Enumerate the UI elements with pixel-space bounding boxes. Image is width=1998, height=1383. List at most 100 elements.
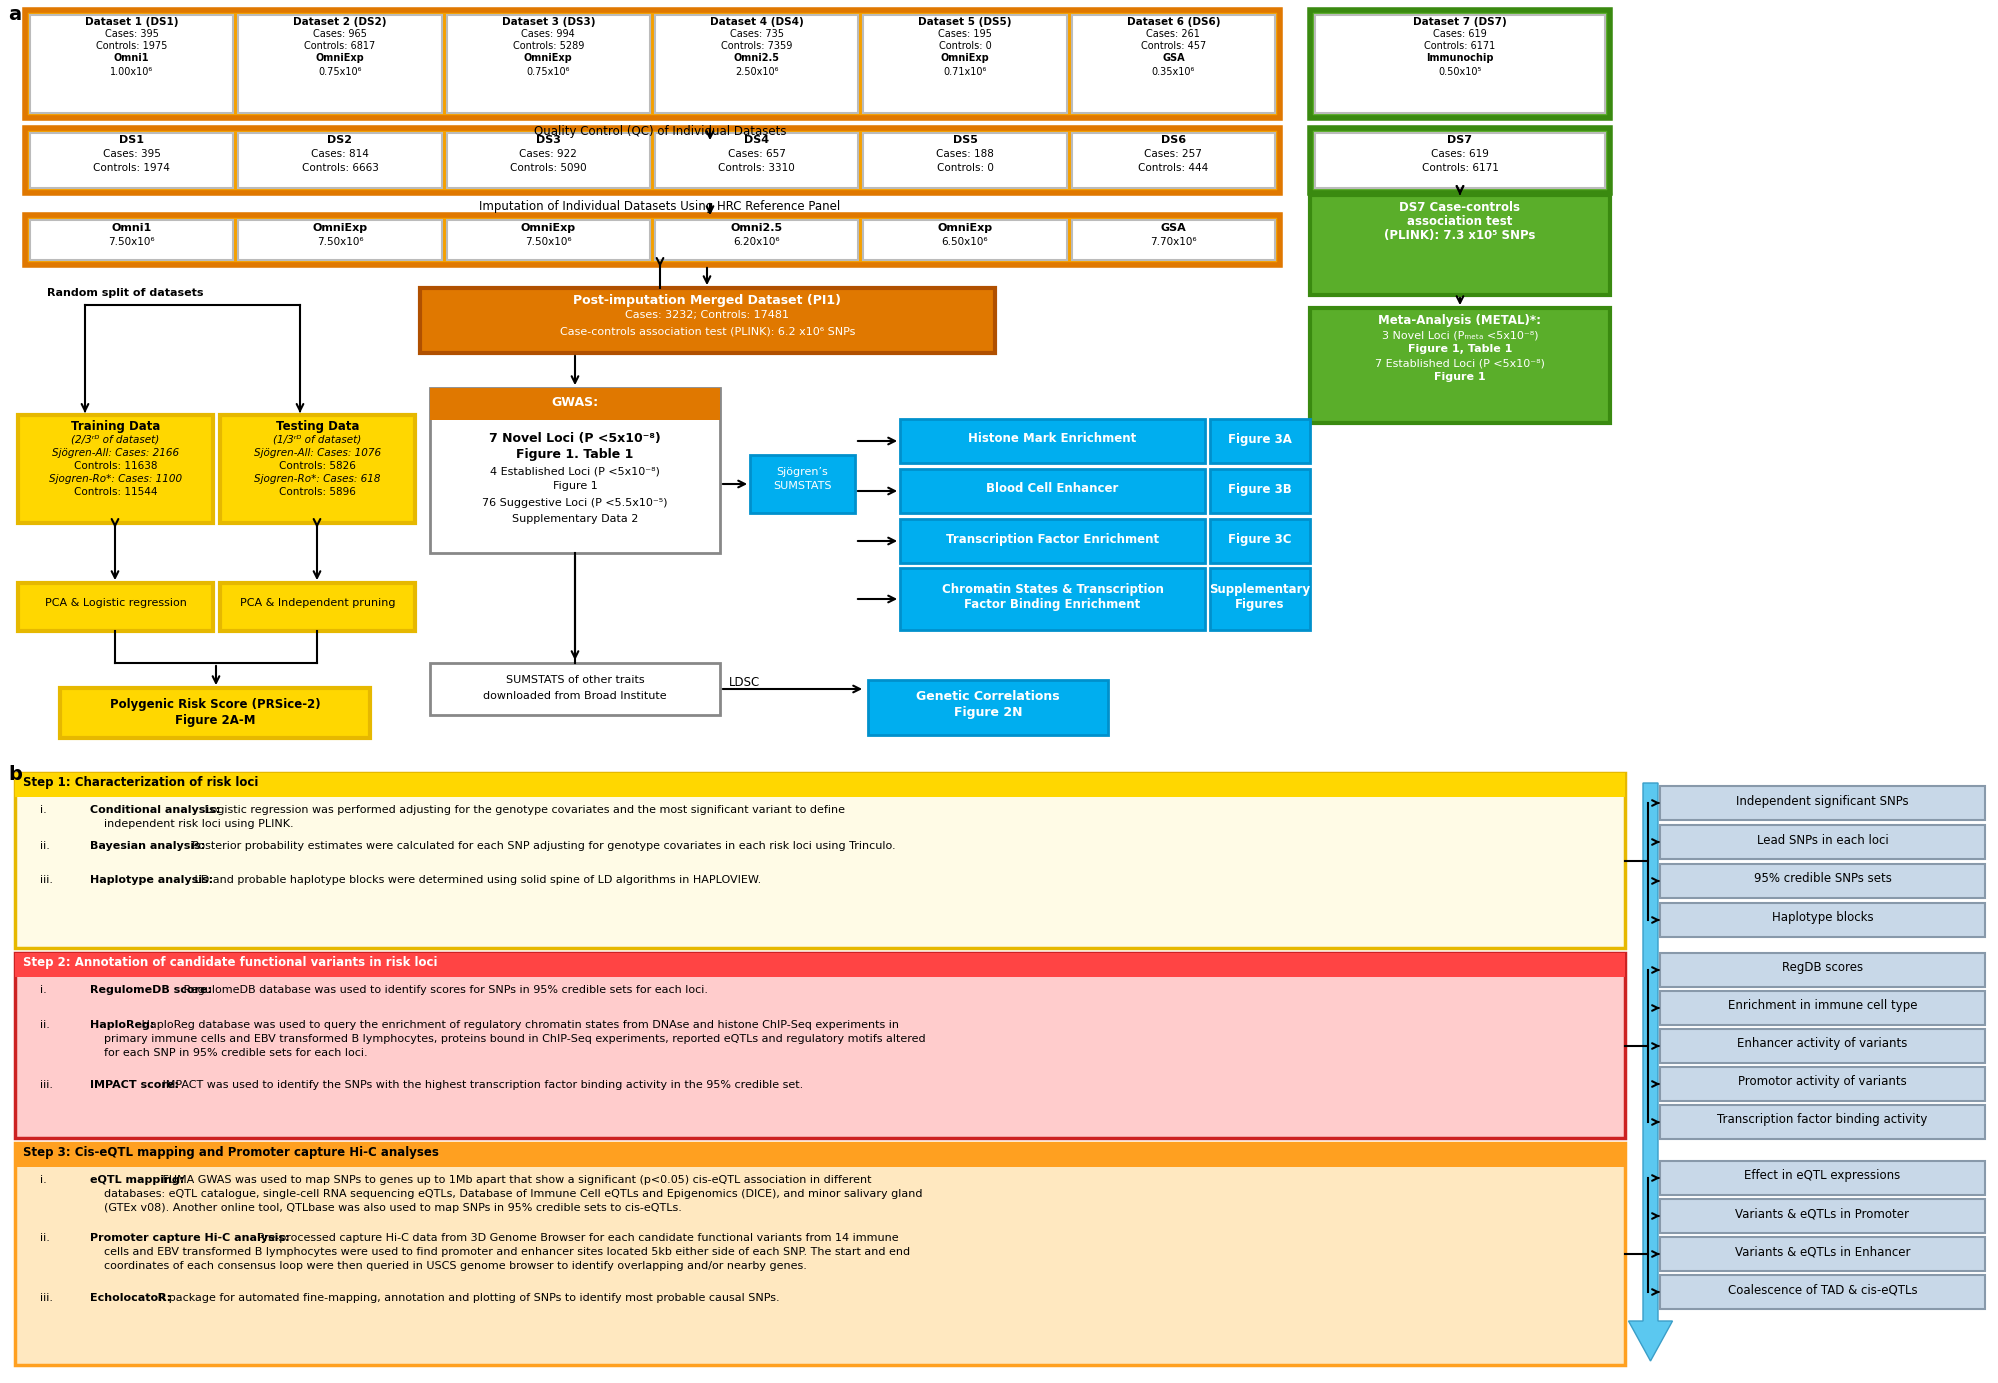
Bar	[863, 15, 1067, 113]
Text: Variants & eQTLs in Enhancer: Variants & eQTLs in Enhancer	[1734, 1246, 1910, 1259]
Bar	[899, 568, 1205, 631]
Text: Supplementary Data 2: Supplementary Data 2	[511, 514, 637, 524]
Text: Cases: 261: Cases: 261	[1145, 29, 1199, 39]
Text: Figure 1: Figure 1	[1433, 372, 1485, 382]
Text: Promoter capture Hi-C analysis:: Promoter capture Hi-C analysis:	[90, 1234, 290, 1243]
Bar	[899, 419, 1205, 463]
Text: 4 Established Loci (P <5x10⁻⁸): 4 Established Loci (P <5x10⁻⁸)	[490, 466, 659, 476]
Text: (GTEx v08). Another online tool, QTLbase was also used to map SNPs in 95% credib: (GTEx v08). Another online tool, QTLbase…	[90, 1203, 681, 1213]
Text: OmniExp: OmniExp	[316, 53, 364, 64]
Text: iii.: iii.	[40, 875, 54, 885]
Text: Cases: 735: Cases: 735	[729, 29, 783, 39]
Text: Cases: 188: Cases: 188	[935, 149, 993, 159]
Bar	[899, 519, 1205, 563]
Text: Controls: 0: Controls: 0	[937, 163, 993, 173]
Text: Controls: 5090: Controls: 5090	[509, 163, 585, 173]
Text: Figure 2N: Figure 2N	[953, 705, 1021, 719]
Text: 6.50x10⁶: 6.50x10⁶	[941, 236, 987, 248]
Text: Figure 2A-M: Figure 2A-M	[174, 714, 256, 727]
Text: Figure 1, Table 1: Figure 1, Table 1	[1407, 344, 1510, 354]
Text: 0.75x10⁶: 0.75x10⁶	[318, 66, 362, 77]
Bar	[899, 469, 1205, 513]
Text: 0.75x10⁶: 0.75x10⁶	[525, 66, 569, 77]
Bar	[1658, 953, 1984, 987]
Bar	[1658, 903, 1984, 938]
Bar	[16, 773, 1624, 947]
Text: ii.: ii.	[40, 1234, 50, 1243]
Text: Dataset 6 (DS6): Dataset 6 (DS6)	[1127, 17, 1219, 28]
Text: association test: association test	[1407, 214, 1512, 228]
Text: Controls: 6663: Controls: 6663	[302, 163, 378, 173]
Text: 1.00x10⁶: 1.00x10⁶	[110, 66, 154, 77]
Text: IMPACT was used to identify the SNPs with the highest transcription factor bindi: IMPACT was used to identify the SNPs wit…	[158, 1080, 803, 1090]
Text: Cases: 657: Cases: 657	[727, 149, 785, 159]
Text: DS2: DS2	[328, 136, 352, 145]
Text: Controls: 11544: Controls: 11544	[74, 487, 158, 496]
Bar	[1071, 15, 1275, 113]
Text: Supplementary
Figures: Supplementary Figures	[1209, 584, 1311, 611]
Bar	[238, 15, 442, 113]
Bar	[18, 415, 214, 523]
Text: 6.20x10⁶: 6.20x10⁶	[733, 236, 779, 248]
Text: R package for automated fine-mapping, annotation and plotting of SNPs to identif: R package for automated fine-mapping, an…	[154, 1293, 779, 1303]
Text: ii.: ii.	[40, 1021, 50, 1030]
Text: RegulomeDB score:: RegulomeDB score:	[90, 985, 212, 994]
Text: Lead SNPs in each loci: Lead SNPs in each loci	[1756, 834, 1888, 846]
Text: RegDB scores: RegDB scores	[1780, 961, 1862, 975]
Bar	[430, 389, 719, 420]
Text: Case-controls association test (PLINK): 6.2 x10⁶ SNPs: Case-controls association test (PLINK): …	[559, 326, 855, 336]
Text: GSA: GSA	[1161, 223, 1185, 232]
Bar	[1658, 864, 1984, 898]
Text: Controls: 6817: Controls: 6817	[304, 41, 376, 51]
Text: IMPACT score:: IMPACT score:	[90, 1080, 178, 1090]
Text: eQTL mapping:: eQTL mapping:	[90, 1176, 184, 1185]
Bar	[16, 953, 1624, 1138]
Text: Controls: 457: Controls: 457	[1141, 41, 1205, 51]
Text: Omni1: Omni1	[112, 223, 152, 232]
Bar	[1309, 195, 1608, 295]
Text: Controls: 3310: Controls: 3310	[717, 163, 795, 173]
Text: Independent significant SNPs: Independent significant SNPs	[1736, 794, 1908, 808]
Text: Cases: 395: Cases: 395	[102, 149, 160, 159]
Text: (PLINK): 7.3 x10⁵ SNPs: (PLINK): 7.3 x10⁵ SNPs	[1385, 230, 1534, 242]
Bar	[655, 15, 857, 113]
Text: Figure 3B: Figure 3B	[1227, 483, 1291, 495]
Text: Figure 3C: Figure 3C	[1227, 532, 1291, 545]
Bar	[16, 953, 1624, 976]
Bar	[1658, 1275, 1984, 1308]
Text: FUMA GWAS was used to map SNPs to genes up to 1Mb apart that show a significant : FUMA GWAS was used to map SNPs to genes …	[158, 1176, 871, 1185]
Text: independent risk loci using PLINK.: independent risk loci using PLINK.	[90, 819, 294, 828]
Text: HaploReg:: HaploReg:	[90, 1021, 154, 1030]
Text: 7.50x10⁶: 7.50x10⁶	[525, 236, 571, 248]
Bar	[1209, 469, 1309, 513]
Bar	[26, 129, 1279, 194]
Bar	[867, 680, 1107, 734]
Text: Omni2.5: Omni2.5	[729, 223, 783, 232]
Bar	[430, 662, 719, 715]
Text: Transcription Factor Enrichment: Transcription Factor Enrichment	[945, 532, 1159, 545]
Text: PCA & Logistic regression: PCA & Logistic regression	[44, 597, 186, 609]
Text: b: b	[8, 765, 22, 784]
Bar	[30, 220, 234, 260]
Text: OmniExp: OmniExp	[941, 53, 989, 64]
Bar	[749, 455, 855, 513]
Bar	[26, 10, 1279, 118]
Bar	[430, 389, 719, 553]
Bar	[16, 1142, 1624, 1365]
Bar	[1209, 519, 1309, 563]
Text: Dataset 4 (DS4): Dataset 4 (DS4)	[709, 17, 803, 28]
Text: Dataset 1 (DS1): Dataset 1 (DS1)	[84, 17, 178, 28]
Text: Controls: 1974: Controls: 1974	[94, 163, 170, 173]
Text: Controls: 444: Controls: 444	[1137, 163, 1209, 173]
Bar	[1658, 1068, 1984, 1101]
Bar	[1658, 1236, 1984, 1271]
Text: Haplotype analysis:: Haplotype analysis:	[90, 875, 214, 885]
Text: Controls: 5896: Controls: 5896	[280, 487, 356, 496]
Text: RegulomeDB database was used to identify scores for SNPs in 95% credible sets fo: RegulomeDB database was used to identify…	[180, 985, 707, 994]
Text: Figure 3A: Figure 3A	[1227, 433, 1291, 445]
Text: OmniExp: OmniExp	[521, 223, 575, 232]
Text: Haplotype blocks: Haplotype blocks	[1770, 911, 1872, 924]
Text: iii.: iii.	[40, 1293, 54, 1303]
Text: LD and probable haplotype blocks were determined using solid spine of LD algorit: LD and probable haplotype blocks were de…	[190, 875, 761, 885]
Bar	[16, 773, 1624, 797]
